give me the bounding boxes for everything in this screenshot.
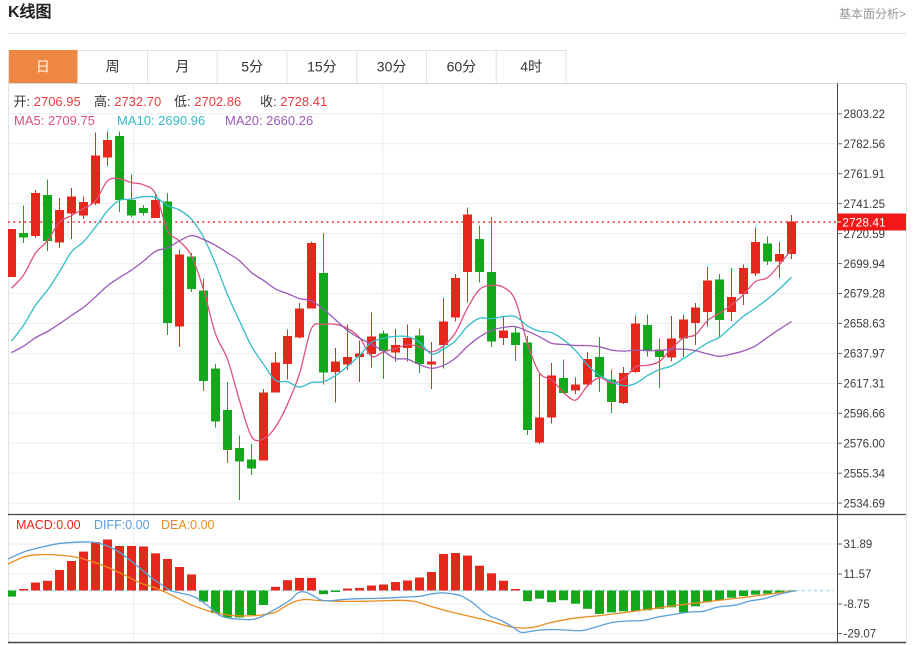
- svg-text:基本面分析>: 基本面分析>: [839, 7, 906, 21]
- svg-text:60分: 60分: [447, 59, 477, 75]
- svg-text:开: 2706.95: 开: 2706.95: [14, 94, 81, 109]
- svg-text:2720.59: 2720.59: [844, 229, 886, 241]
- svg-text:-8.75: -8.75: [844, 599, 870, 611]
- svg-text:-29.07: -29.07: [844, 629, 877, 641]
- svg-text:2534.69: 2534.69: [844, 498, 886, 510]
- svg-text:日: 日: [36, 59, 50, 75]
- svg-text:2637.97: 2637.97: [844, 349, 886, 361]
- svg-text:DIFF:0.00: DIFF:0.00: [94, 518, 150, 532]
- svg-text:2761.91: 2761.91: [844, 169, 886, 181]
- svg-text:收: 2728.41: 收: 2728.41: [260, 94, 327, 109]
- svg-text:高: 2732.70: 高: 2732.70: [94, 94, 161, 109]
- svg-text:2576.00: 2576.00: [844, 438, 886, 450]
- svg-text:4时: 4时: [520, 59, 542, 75]
- svg-text:MA20: 2660.26: MA20: 2660.26: [225, 113, 313, 128]
- svg-text:5分: 5分: [241, 59, 263, 75]
- svg-text:K线图: K线图: [8, 2, 52, 21]
- svg-text:DEA:0.00: DEA:0.00: [161, 518, 215, 532]
- svg-text:MA10: 2690.96: MA10: 2690.96: [117, 113, 205, 128]
- svg-text:周: 周: [106, 59, 120, 75]
- svg-text:2596.66: 2596.66: [844, 409, 886, 421]
- svg-text:30分: 30分: [377, 59, 407, 75]
- svg-text:2555.34: 2555.34: [844, 468, 886, 480]
- svg-text:2699.94: 2699.94: [844, 259, 886, 271]
- svg-text:2728.41: 2728.41: [842, 216, 886, 230]
- svg-text:2803.22: 2803.22: [844, 109, 886, 121]
- svg-text:MA5: 2709.75: MA5: 2709.75: [14, 113, 95, 128]
- svg-text:2658.63: 2658.63: [844, 319, 886, 331]
- svg-text:11.57: 11.57: [844, 569, 872, 581]
- svg-text:2782.56: 2782.56: [844, 139, 886, 151]
- svg-text:2617.31: 2617.31: [844, 379, 886, 391]
- svg-text:月: 月: [175, 59, 189, 75]
- svg-text:2741.25: 2741.25: [844, 199, 886, 211]
- svg-text:31.89: 31.89: [844, 539, 873, 551]
- svg-text:低: 2702.86: 低: 2702.86: [174, 94, 241, 109]
- svg-text:MACD:0.00: MACD:0.00: [16, 518, 81, 532]
- svg-text:15分: 15分: [307, 59, 337, 75]
- svg-text:2679.28: 2679.28: [844, 289, 886, 301]
